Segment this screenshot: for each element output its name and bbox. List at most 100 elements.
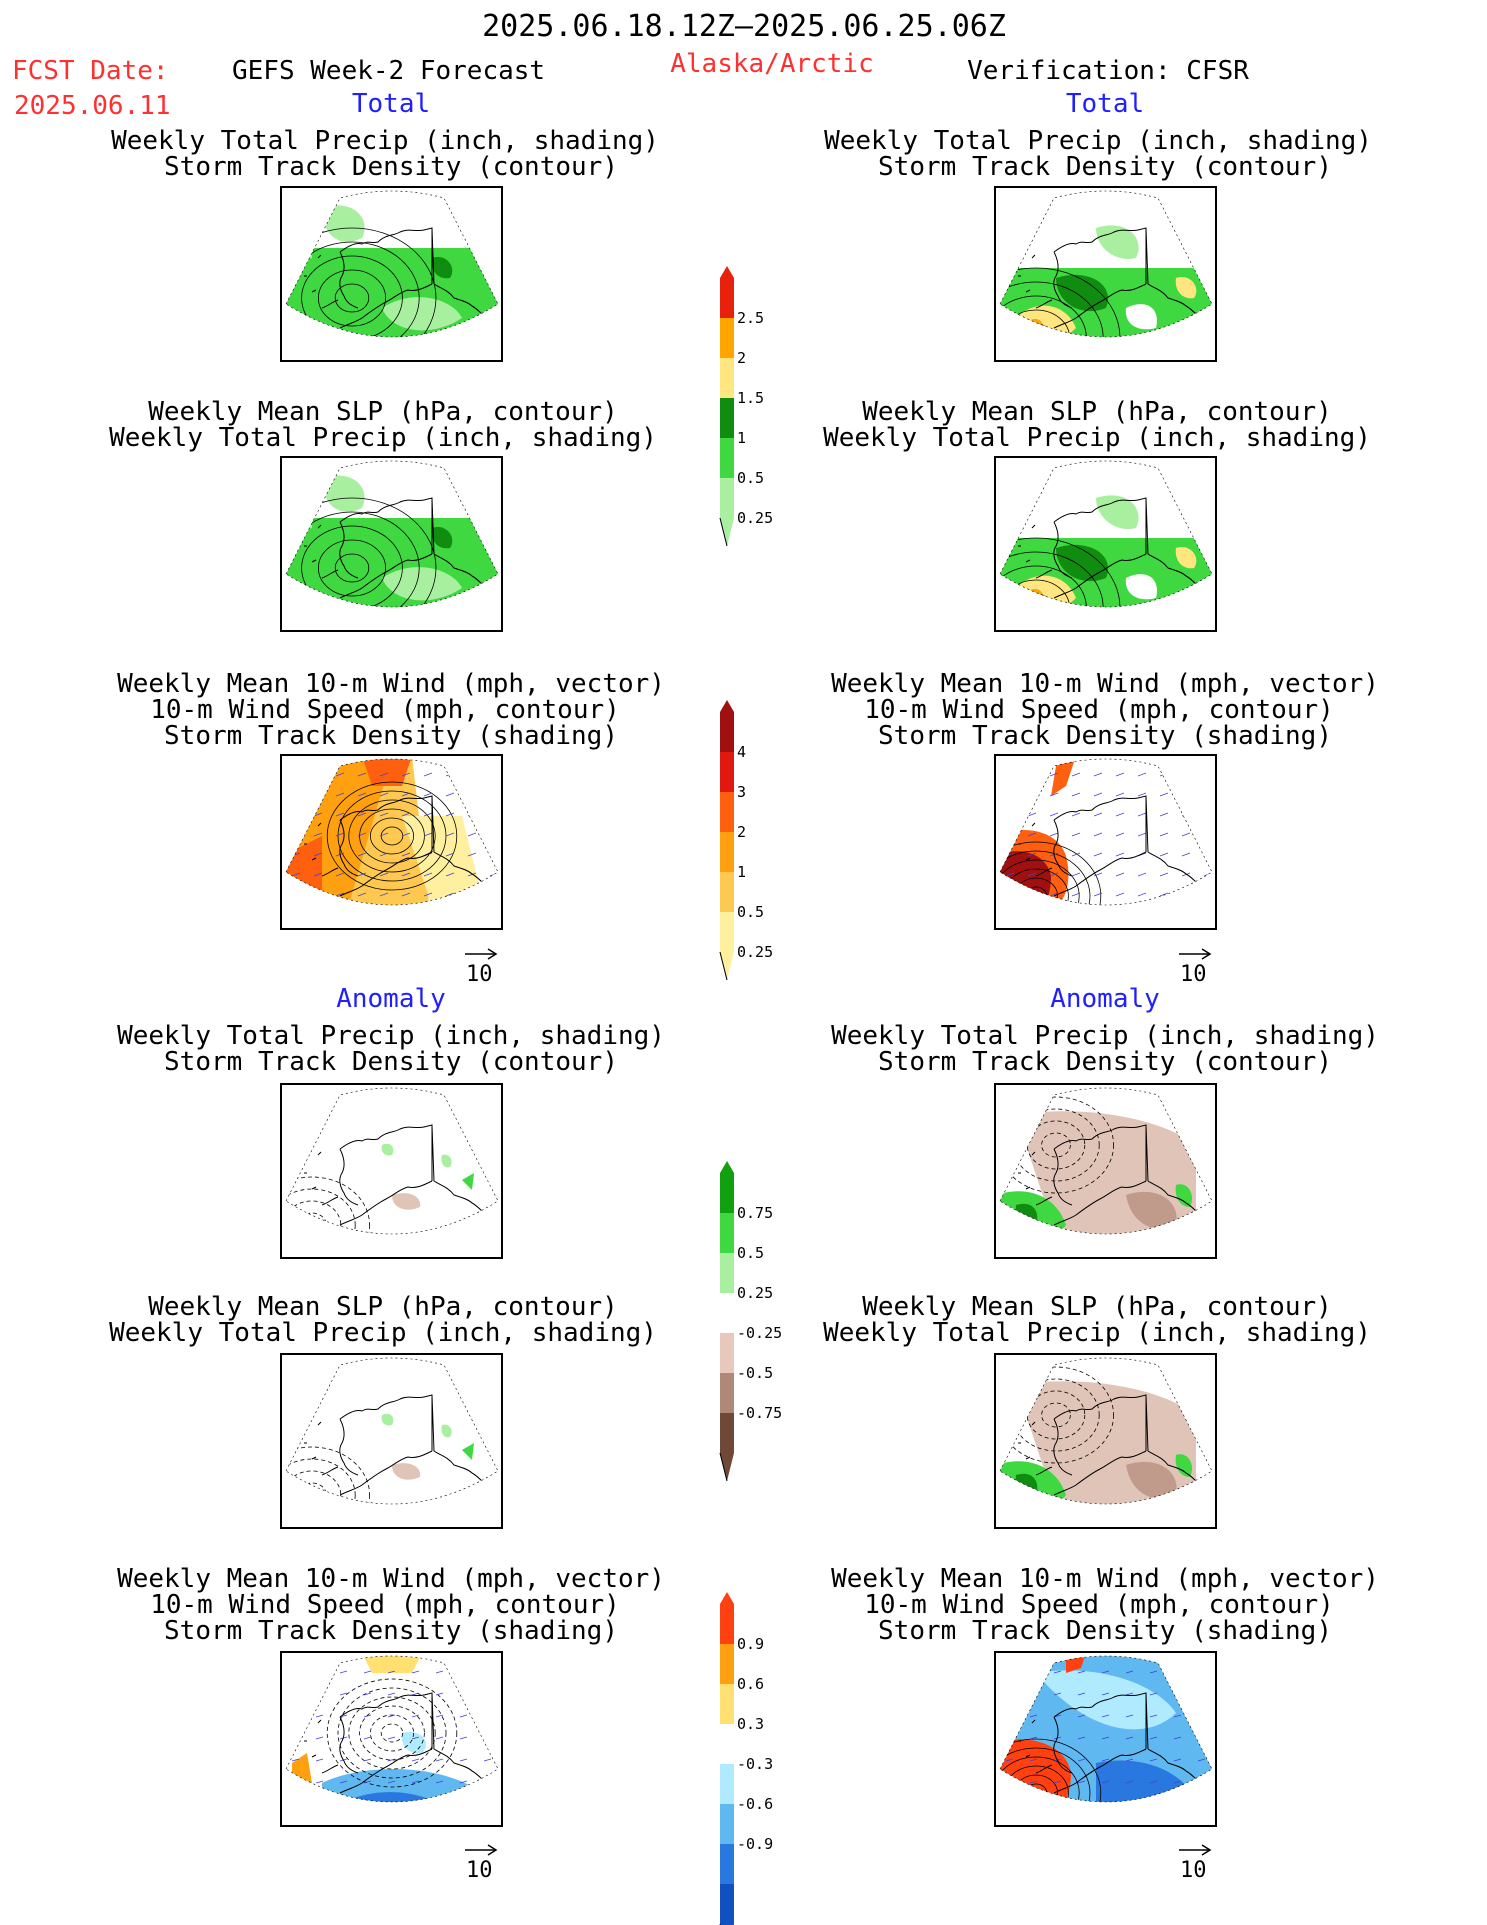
- colorbar-tick-label: 0.75: [737, 1204, 773, 1222]
- wind-vector: [445, 872, 455, 877]
- wind-vector: [483, 1714, 492, 1718]
- wind-vector: [1197, 1780, 1206, 1784]
- wind-vector: [401, 852, 411, 857]
- wind-vector: [1077, 1692, 1086, 1696]
- wind-vector: [411, 1758, 420, 1762]
- contour: [1002, 579, 1070, 607]
- l2-title-1: Weekly Mean SLP (hPa, contour): [148, 397, 618, 427]
- colorbar-box: [720, 1804, 734, 1844]
- shading: [1125, 574, 1157, 600]
- wind-vector: [1198, 1803, 1205, 1805]
- wind-vector: [1078, 1803, 1085, 1805]
- wind-vector: [315, 1692, 324, 1696]
- wind-vector: [1137, 772, 1147, 777]
- wind-vector: [489, 852, 498, 857]
- contour: [286, 1458, 356, 1504]
- wind-vector: [387, 1736, 396, 1740]
- wind-vector: [1173, 1758, 1182, 1762]
- arrow-right-icon: [465, 948, 498, 960]
- wind-vector: [379, 772, 389, 777]
- wind-vector: [1173, 1670, 1182, 1674]
- wind-vector: [1101, 1736, 1110, 1740]
- wind-vector: [1149, 1758, 1158, 1762]
- wind-vector: [1204, 913, 1212, 916]
- wind-vector: [1029, 1758, 1038, 1762]
- wind-vector: [459, 1670, 468, 1674]
- wind-vector: [1173, 1780, 1182, 1784]
- wind-vector: [489, 832, 498, 837]
- wind-vector: [1006, 913, 1014, 916]
- map-l2-slp-precip: [280, 456, 503, 632]
- colorbar-box: [720, 318, 734, 358]
- l6-title-3: Storm Track Density (shading): [164, 1616, 618, 1646]
- colorbar-box: [720, 1213, 734, 1253]
- shading: [1000, 851, 1051, 905]
- wind-vector: [1027, 872, 1037, 877]
- l6-title-2: 10-m Wind Speed (mph, contour): [150, 1590, 620, 1620]
- wind-vector: [1049, 892, 1059, 897]
- wind-vector: [1077, 1758, 1086, 1762]
- vector-ref-label: 10: [466, 1858, 493, 1883]
- wind-vector: [1071, 852, 1081, 857]
- colorbar-tick-label: -0.6: [737, 1795, 773, 1813]
- map-boundary: [999, 1087, 1213, 1235]
- wind-vector: [435, 1714, 444, 1718]
- wind-vector: [423, 832, 433, 837]
- shading: [1096, 495, 1139, 529]
- contour: [1000, 565, 1087, 607]
- colorbar-box: [720, 1884, 734, 1924]
- wind-vector: [335, 772, 345, 777]
- shading: [342, 1792, 452, 1802]
- wind-vector: [1029, 1736, 1038, 1740]
- r1-title-2: Storm Track Density (contour): [878, 152, 1332, 182]
- shading: [401, 1732, 426, 1754]
- wind-vector: [1137, 892, 1147, 897]
- contour: [286, 1176, 370, 1234]
- colorbar-tick-label: 2: [737, 349, 746, 367]
- shading: [1051, 759, 1076, 796]
- wind-vector: [445, 892, 455, 897]
- r5-title-1: Weekly Mean SLP (hPa, contour): [862, 1292, 1332, 1322]
- wind-vector: [1005, 1758, 1014, 1762]
- l5-title-2: Weekly Total Precip (inch, shading): [109, 1318, 657, 1348]
- shading: [431, 527, 453, 549]
- contour: [1000, 281, 1104, 337]
- l2-title-2: Weekly Total Precip (inch, shading): [109, 423, 657, 453]
- wind-vector: [336, 913, 344, 916]
- wind-vector: [291, 872, 301, 877]
- wind-vector: [1137, 812, 1147, 817]
- map-r3-wind-track: [994, 754, 1217, 930]
- shading: [381, 1143, 394, 1156]
- wind-vector: [1150, 1803, 1157, 1805]
- wind-vector: [467, 892, 477, 897]
- wind-vector: [379, 892, 389, 897]
- wind-vector: [1077, 1670, 1086, 1674]
- l3-title-2: 10-m Wind Speed (mph, contour): [150, 695, 620, 725]
- wind-vector: [445, 852, 455, 857]
- wind-vector: [1203, 772, 1212, 777]
- colorbar-box: [720, 278, 734, 318]
- map-r2-slp-precip: [994, 456, 1217, 632]
- wind-vector: [292, 913, 300, 916]
- wind-vector: [314, 913, 322, 916]
- shading: [462, 1443, 474, 1460]
- wind-vector: [423, 892, 433, 897]
- wind-vector: [1159, 832, 1169, 837]
- wind-vector: [1093, 792, 1103, 797]
- wind-vector: [379, 872, 389, 877]
- shading: [1175, 547, 1197, 569]
- wind-vector: [315, 1736, 324, 1740]
- wind-vector: [1181, 792, 1191, 797]
- wind-vector: [1030, 1803, 1037, 1805]
- wind-vector: [1203, 892, 1212, 897]
- coastline: [1053, 1394, 1199, 1496]
- valid-period: 2025.06.18.12Z–2025.06.25.06Z: [482, 9, 1006, 44]
- l4-title-1: Weekly Total Precip (inch, shading): [117, 1021, 665, 1051]
- wind-vector: [1049, 792, 1059, 797]
- wind-vector: [1137, 792, 1147, 797]
- shading: [286, 836, 322, 905]
- l3-title-3: Storm Track Density (shading): [164, 721, 618, 751]
- wind-vector: [335, 872, 345, 877]
- wind-vector: [483, 1780, 492, 1784]
- contour: [1002, 309, 1070, 337]
